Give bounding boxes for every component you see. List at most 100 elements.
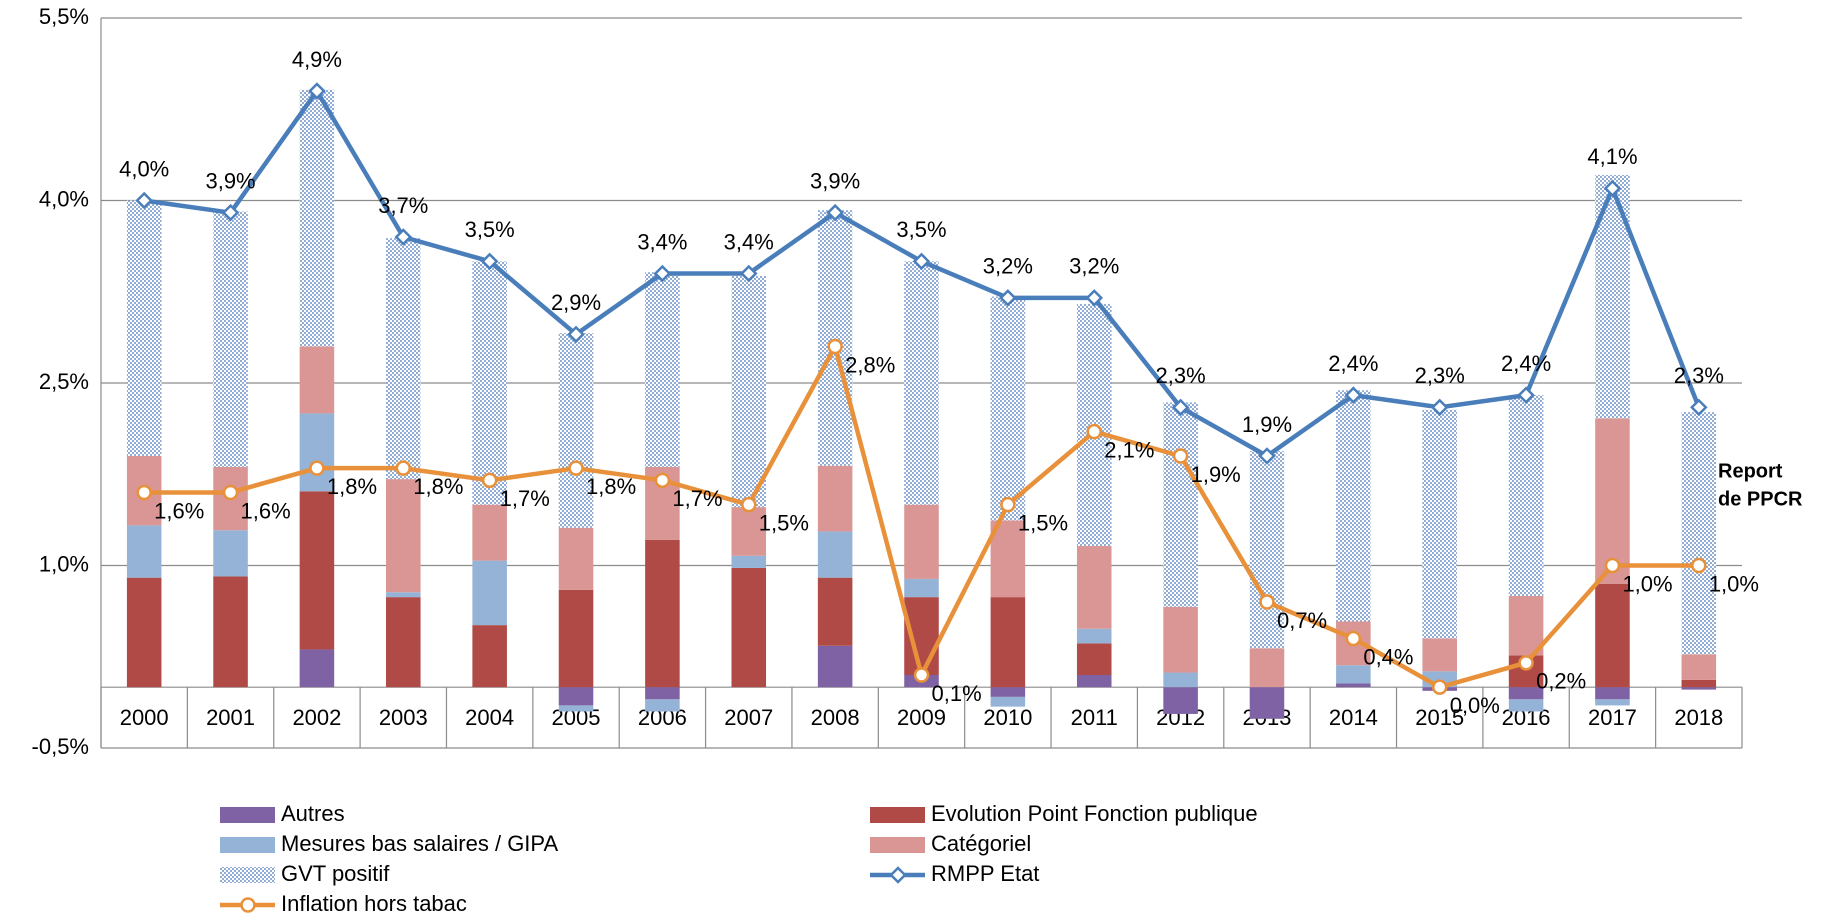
bar-segment — [1595, 687, 1630, 700]
bar-segment — [1681, 679, 1717, 688]
bar-segment — [990, 696, 1026, 707]
line-marker — [1344, 386, 1363, 404]
line-marker — [999, 289, 1017, 307]
bar-segment — [990, 597, 1026, 688]
x-tick-label: 2002 — [292, 705, 341, 730]
data-label: 2,3% — [1415, 363, 1465, 388]
data-label: 2,9% — [551, 290, 601, 315]
x-tick-label: 2015 — [1415, 705, 1464, 730]
bar-segment — [817, 531, 853, 578]
line-marker — [567, 325, 585, 344]
line-marker — [1086, 423, 1102, 440]
line-marker — [1345, 630, 1362, 647]
y-tick-label: 4,0% — [39, 186, 89, 211]
x-tick-label: 2014 — [1329, 705, 1378, 730]
bar-segment — [731, 567, 767, 688]
bar-segment — [1336, 390, 1371, 622]
bar-segment — [990, 296, 1026, 521]
data-label: 0,7% — [1277, 608, 1327, 633]
line-marker — [480, 252, 499, 271]
bar-segment — [1595, 699, 1630, 706]
x-tick-label: 2000 — [120, 705, 169, 730]
bar-segment — [1508, 699, 1544, 712]
bar-segment — [1595, 174, 1630, 419]
legend-label: RMPP Etat — [931, 861, 1039, 886]
data-label: 3,2% — [1069, 254, 1119, 279]
bar-segment — [299, 649, 335, 688]
bar-segment — [731, 507, 767, 556]
x-tick-label: 2004 — [465, 705, 514, 730]
bar-segment — [126, 200, 162, 456]
bar-segment — [1422, 409, 1457, 639]
legend-label: Evolution Point Fonction publique — [931, 801, 1258, 826]
bar-segment — [1508, 395, 1544, 596]
annotation: de PPCR — [1718, 488, 1803, 510]
data-label: 0,0% — [1450, 693, 1500, 718]
bar-segment — [645, 699, 680, 712]
data-label: 1,0% — [1709, 571, 1759, 596]
line-marker — [1691, 557, 1707, 574]
data-label: 1,5% — [759, 510, 809, 535]
x-tick-label: 2010 — [983, 705, 1032, 730]
bar-segment — [558, 589, 594, 688]
line-marker — [1517, 386, 1535, 404]
data-label: 2,4% — [1501, 351, 1551, 376]
bar-segment — [1681, 412, 1717, 655]
bar-segment — [558, 333, 594, 528]
y-tick-label: 1,0% — [39, 551, 89, 576]
bar-segment — [126, 525, 162, 578]
line-marker — [308, 82, 326, 100]
bar-segment — [1163, 687, 1198, 714]
bar-segment — [1076, 675, 1112, 688]
line-marker — [395, 460, 412, 476]
bar-segment — [126, 577, 162, 688]
line-marker — [1431, 679, 1448, 695]
bar-segment — [645, 272, 680, 467]
data-label: 1,8% — [586, 474, 636, 499]
bar-segment — [1249, 451, 1285, 649]
bar-segment — [990, 520, 1026, 598]
bar-segment — [1422, 638, 1457, 672]
x-tick-label: 2011 — [1071, 705, 1118, 730]
line-marker — [568, 460, 584, 476]
bar-segment — [990, 687, 1026, 697]
bar-segment — [558, 687, 594, 706]
line-marker — [741, 496, 757, 513]
legend-label: Inflation hors tabac — [281, 891, 467, 916]
bar-segment — [558, 527, 594, 590]
bar-segment — [817, 577, 853, 646]
line-marker — [240, 897, 256, 913]
bar-segment — [1076, 546, 1112, 629]
bar-segment — [1249, 687, 1285, 719]
line-marker — [889, 866, 907, 884]
bar-segment — [1508, 687, 1544, 700]
line-marker — [135, 191, 153, 210]
x-tick-label: 2007 — [724, 705, 773, 730]
line-marker — [1603, 179, 1622, 198]
x-tick-label: 2009 — [897, 705, 946, 730]
bar-segment — [731, 555, 767, 568]
line-marker — [654, 472, 671, 489]
bar-segment — [213, 576, 248, 688]
bar-segment — [472, 560, 507, 626]
legend-label: Autres — [281, 801, 345, 826]
data-label: 3,4% — [637, 229, 687, 254]
bar-segment — [817, 465, 853, 532]
line-marker — [1172, 448, 1189, 464]
line-marker — [1604, 557, 1621, 574]
line-marker — [827, 338, 843, 355]
bar-segment — [1508, 595, 1544, 656]
line-marker — [912, 252, 931, 271]
bar-segment — [645, 539, 680, 688]
bar-segment — [386, 238, 421, 480]
line-marker — [653, 264, 672, 283]
data-label: 4,9% — [292, 47, 342, 72]
annotation: Report — [1718, 460, 1783, 482]
data-label: 3,9% — [810, 168, 860, 193]
line-marker — [309, 460, 325, 476]
bar-segment — [472, 625, 507, 688]
data-label: 4,1% — [1587, 144, 1637, 169]
bar-segment — [213, 530, 248, 577]
line-marker — [739, 264, 758, 283]
bar-segment — [1336, 683, 1371, 688]
